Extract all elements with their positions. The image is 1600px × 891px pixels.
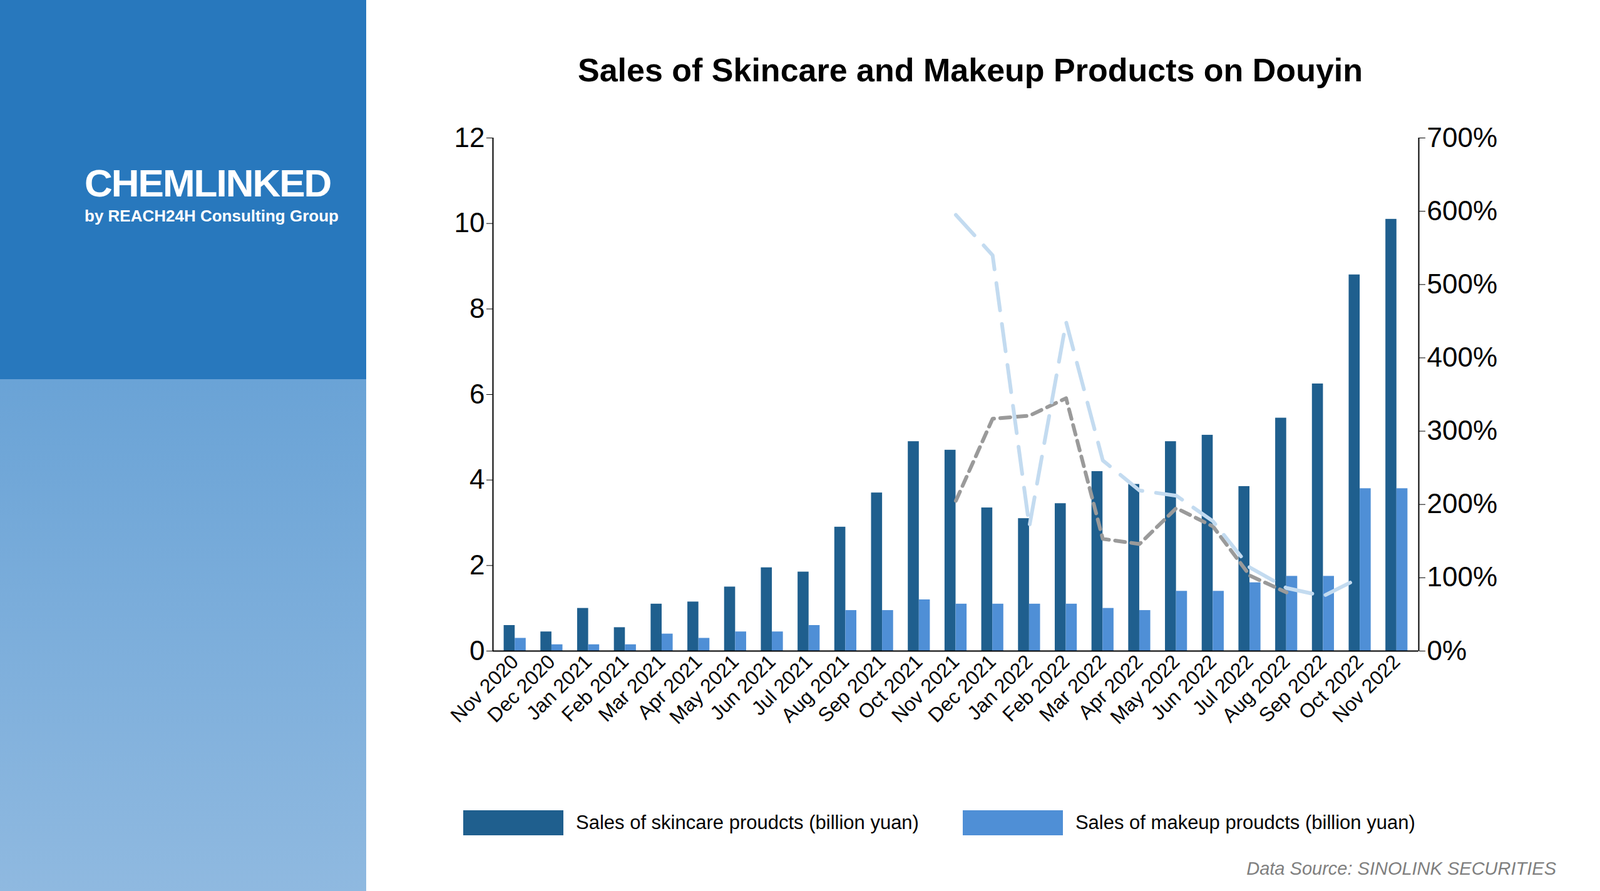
svg-text:Nov 2020: Nov 2020 (446, 650, 523, 728)
svg-text:Sep 2022: Sep 2022 (1254, 650, 1331, 728)
svg-text:Oct 2021: Oct 2021 (853, 650, 927, 724)
svg-text:Nov 2021: Nov 2021 (886, 650, 964, 728)
svg-text:Aug 2022: Aug 2022 (1217, 650, 1295, 728)
svg-text:Mar 2021: Mar 2021 (593, 650, 670, 727)
svg-text:400%: 400% (1427, 341, 1498, 373)
svg-text:8: 8 (469, 292, 485, 324)
svg-text:Jul 2021: Jul 2021 (747, 650, 817, 720)
svg-text:Feb 2022: Feb 2022 (997, 650, 1074, 727)
svg-text:Feb 2021: Feb 2021 (557, 650, 633, 727)
svg-text:10: 10 (454, 207, 486, 238)
html-text:Sales of Skincare and Makeup P: Sales of Skincare and Makeup Products on… (577, 51, 1363, 89)
html-text:CHEMLINKED: CHEMLINKED (84, 161, 331, 205)
svg-text:Nov 2022: Nov 2022 (1327, 650, 1405, 727)
html-text:by REACH24H Consulting Group: by REACH24H Consulting Group (84, 206, 339, 226)
svg-text:100%: 100% (1427, 561, 1498, 593)
html-text:Sales of makeup proudcts (bill: Sales of makeup proudcts (billion yuan) (1075, 811, 1416, 834)
svg-text:6: 6 (469, 378, 485, 410)
svg-text:0: 0 (469, 635, 485, 667)
svg-text:600%: 600% (1427, 195, 1498, 226)
html-text:Sales of skincare proudcts (bi: Sales of skincare proudcts (billion yuan… (575, 811, 919, 834)
svg-text:May 2022: May 2022 (1105, 650, 1184, 729)
svg-text:Dec 2021: Dec 2021 (923, 650, 1001, 728)
svg-text:Apr 2021: Apr 2021 (632, 650, 707, 724)
svg-text:500%: 500% (1427, 268, 1498, 300)
svg-text:Dec 2020: Dec 2020 (482, 650, 560, 728)
svg-text:300%: 300% (1427, 415, 1498, 446)
svg-text:Aug 2021: Aug 2021 (776, 650, 854, 728)
svg-text:Sep 2021: Sep 2021 (813, 650, 891, 728)
svg-text:2: 2 (469, 549, 485, 581)
svg-text:12: 12 (454, 122, 486, 153)
svg-text:700%: 700% (1427, 122, 1498, 153)
svg-text:Jan 2022: Jan 2022 (962, 650, 1037, 725)
svg-text:Jun 2022: Jun 2022 (1146, 650, 1221, 725)
svg-text:0%: 0% (1427, 635, 1468, 667)
html-text:Data Source: SINOLINK SECURITI: Data Source: SINOLINK SECURITIES (1246, 858, 1557, 879)
svg-text:Mar 2022: Mar 2022 (1034, 650, 1111, 727)
svg-text:Jan 2021: Jan 2021 (521, 650, 597, 725)
svg-text:Oct 2022: Oct 2022 (1294, 650, 1368, 724)
svg-text:200%: 200% (1427, 488, 1498, 519)
svg-text:May 2021: May 2021 (664, 650, 744, 729)
svg-text:4: 4 (469, 463, 485, 495)
svg-text:Jul 2022: Jul 2022 (1187, 650, 1258, 720)
svg-text:Jun 2021: Jun 2021 (705, 650, 780, 725)
svg-text:Apr 2022: Apr 2022 (1073, 650, 1148, 724)
